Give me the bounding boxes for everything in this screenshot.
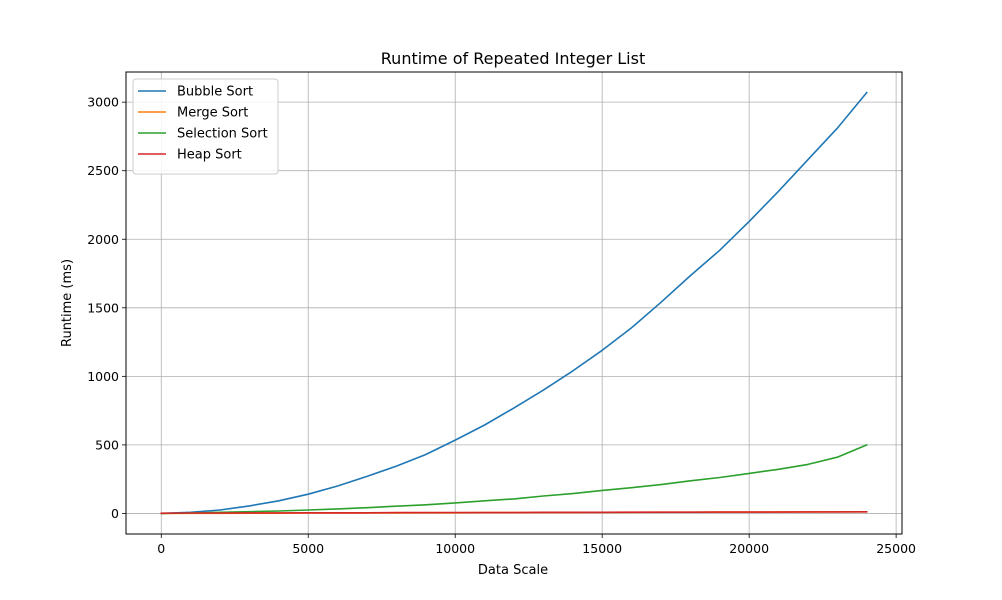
x-axis-label: Data Scale [478, 563, 548, 578]
grid [126, 72, 902, 534]
heap-sort-legend-label: Heap Sort [177, 148, 242, 163]
bubble-sort-legend-label: Bubble Sort [177, 85, 253, 100]
x-tick-label: 5000 [292, 541, 324, 556]
y-tick-label: 500 [95, 437, 119, 452]
y-axis-label: Runtime (ms) [60, 259, 75, 347]
legend-box [132, 78, 279, 175]
y-tick-label: 2000 [87, 232, 119, 247]
heap-sort-line [160, 510, 868, 515]
x-tick-label: 25000 [876, 541, 916, 556]
bubble-sort-line [160, 91, 868, 515]
x-tick-label: 10000 [435, 541, 475, 556]
selection-sort-line [160, 443, 868, 515]
plot-area-frame [125, 71, 903, 535]
y-tick-label: 2500 [87, 163, 119, 178]
y-tick-label: 0 [111, 506, 119, 521]
axis-ticks: 0 5000 10000 15000 20000 25000 0 500 1000 1500 200… [87, 95, 916, 556]
x-tick-label: 20000 [729, 541, 769, 556]
y-tick-label: 3000 [87, 95, 119, 110]
selection-sort-legend-label: Selection Sort [177, 127, 268, 142]
legend: Bubble Sort Merge Sort Selection Sort Heap … [132, 78, 279, 175]
chart-title: Runtime of Repeated Integer List [381, 49, 645, 68]
series-lines [160, 91, 868, 515]
y-tick-label: 1500 [87, 300, 119, 315]
x-tick-label: 15000 [582, 541, 622, 556]
x-tick-label: 0 [157, 541, 165, 556]
y-tick-label: 1000 [87, 369, 119, 384]
merge-sort-legend-label: Merge Sort [177, 106, 248, 121]
